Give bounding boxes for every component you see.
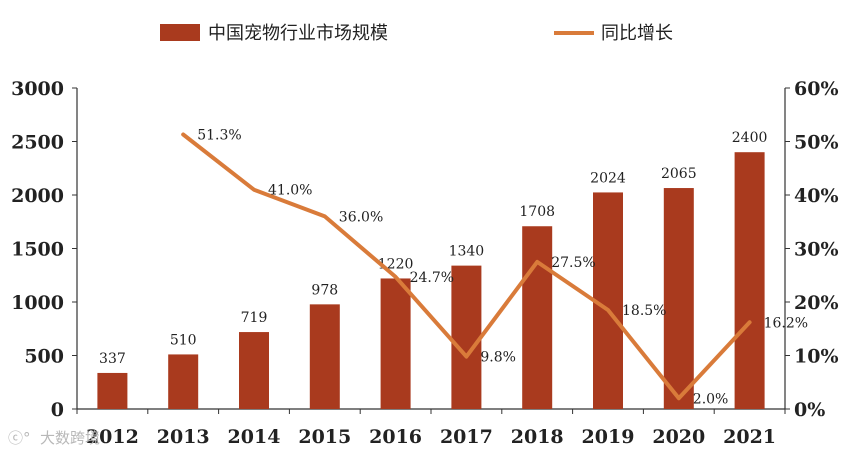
watermark-text: 大数跨境 xyxy=(40,429,100,447)
y-left-tick-label: 2000 xyxy=(11,185,64,207)
x-tick-label: 2021 xyxy=(723,426,776,448)
bar-value-label: 510 xyxy=(170,332,197,348)
bar xyxy=(451,265,482,409)
bar xyxy=(97,372,128,409)
growth-value-label: 51.3% xyxy=(197,128,241,144)
bar-value-label: 1340 xyxy=(449,244,485,260)
growth-value-label: 41.0% xyxy=(268,183,312,199)
y-left-tick-label: 1000 xyxy=(11,292,64,314)
x-tick-label: 2020 xyxy=(652,426,705,448)
y-right-tick-label: 0% xyxy=(794,399,825,421)
x-tick-label: 2019 xyxy=(582,426,635,448)
y-right-tick-label: 40% xyxy=(794,185,839,207)
plot-area: 0 500 1000 1500 2000 2500 3000 0% 10% 20% 30% 40% 50… xyxy=(11,78,838,448)
growth-value-label: 27.5% xyxy=(551,255,595,271)
x-tick-label: 2014 xyxy=(228,426,281,448)
x-tick-label: 2016 xyxy=(369,426,422,448)
x-tick-label: 2013 xyxy=(157,426,210,448)
x-tick-label: 2012 xyxy=(86,426,139,448)
bar xyxy=(593,192,623,409)
bar xyxy=(168,354,199,409)
y-right-tick-label: 20% xyxy=(794,292,839,314)
y-left-tick-label: 3000 xyxy=(11,78,64,100)
bar-value-label: 2400 xyxy=(732,130,768,146)
growth-value-label: 9.8% xyxy=(480,350,516,366)
legend-line-label: 同比增长 xyxy=(601,23,673,44)
growth-value-label: 36.0% xyxy=(339,209,383,225)
bar-value-label: 719 xyxy=(241,310,268,326)
bar-value-label: 1708 xyxy=(519,204,555,220)
y-right-tick-label: 50% xyxy=(794,132,839,154)
bar xyxy=(239,332,269,409)
x-tick-label: 2015 xyxy=(298,426,351,448)
legend: 中国宠物行业市场规模 同比增长 xyxy=(160,23,673,44)
bar-value-label: 978 xyxy=(311,282,338,298)
legend-bar-swatch xyxy=(160,24,200,41)
bar-value-label: 2024 xyxy=(590,170,626,186)
y-left-tick-label: 500 xyxy=(24,346,64,368)
watermark: ⓒ° 大数跨境 xyxy=(8,429,100,447)
bar xyxy=(663,188,694,409)
watermark-logo-icon: ⓒ° xyxy=(8,429,31,447)
y-left-tick-label: 0 xyxy=(51,399,64,421)
y-right-tick-label: 30% xyxy=(794,239,839,261)
y-left-tick-label: 1500 xyxy=(11,239,64,261)
y-left-tick-label: 2500 xyxy=(11,132,64,154)
x-tick-label: 2017 xyxy=(440,426,493,448)
growth-value-label: 24.7% xyxy=(410,270,454,286)
bar xyxy=(734,152,765,409)
bar-value-label: 337 xyxy=(99,351,126,367)
bar xyxy=(309,304,340,409)
growth-value-label: 18.5% xyxy=(622,303,666,319)
y-right-tick-label: 10% xyxy=(794,346,839,368)
growth-value-label: 2.0% xyxy=(693,391,729,407)
growth-value-label: 16.2% xyxy=(764,315,808,331)
legend-bar-label: 中国宠物行业市场规模 xyxy=(208,23,388,44)
x-tick-label: 2018 xyxy=(511,426,564,448)
bar-value-label: 2065 xyxy=(661,166,697,182)
growth-line xyxy=(181,132,752,401)
bar xyxy=(380,278,411,409)
y-right-tick-label: 60% xyxy=(794,78,839,100)
bar xyxy=(522,226,553,409)
